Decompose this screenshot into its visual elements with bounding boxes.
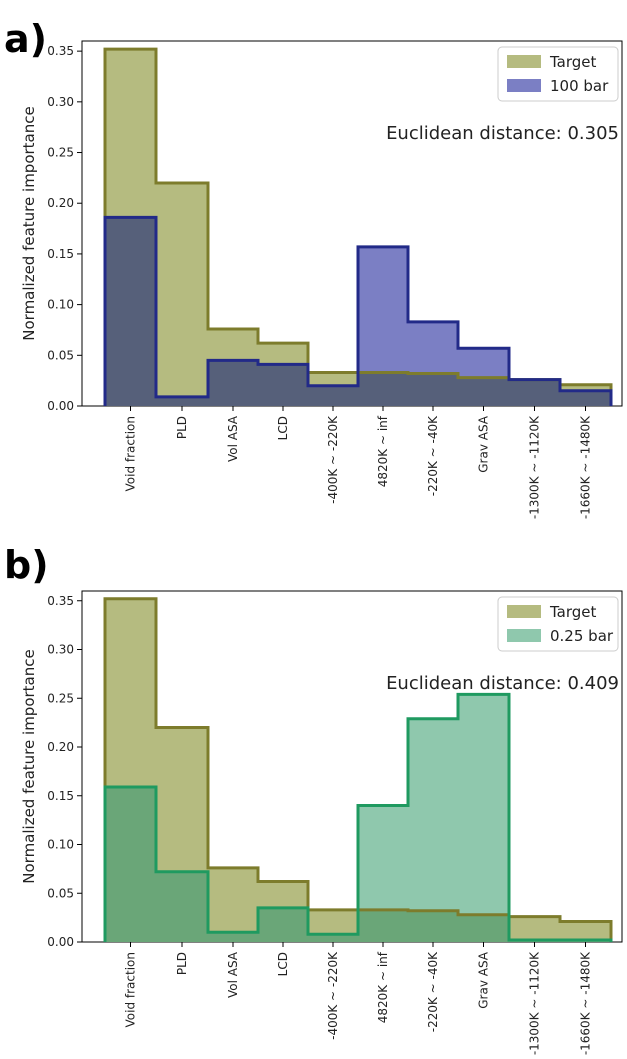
bar-overlap [308,385,358,406]
x-tick-label: Void fraction [124,952,138,1027]
y-tick-label: 0.15 [47,789,74,803]
bar-target [208,867,258,942]
bar-overlap [458,914,509,942]
bar-overlap [105,217,156,406]
x-tick-label: -1300K ~ -1120K [528,415,542,519]
bar-overlap [458,377,509,406]
chart-panel-a: a) 0.00 0.05 0.10 0.15 0.20 0.25 0.30 0.35 Void f… [4,17,623,519]
y-tick-label: 0.15 [47,247,74,261]
x-tick-label: LCD [276,952,290,976]
y-axis-label: Normalized feature importance [20,106,38,340]
bar-target [560,921,611,942]
legend-label: 0.25 bar [550,627,614,645]
y-tick-label: 0.05 [47,348,74,362]
bar-overlap [208,360,258,406]
x-tick-label: Grav ASA [477,951,491,1009]
step-outline-0.25-bar [103,692,613,942]
step-outline-100-bar [103,215,613,406]
bar-overlap [156,396,208,406]
bar-overlap [509,379,560,406]
x-tick-label: Void fraction [124,416,138,491]
legend-swatch [507,55,541,68]
x-tick-label: 4820K ~ inf [376,415,390,487]
distance-annotation: Euclidean distance: 0.409 [386,673,619,694]
bar-target [509,916,560,942]
y-tick-label: 0.20 [47,740,74,754]
x-tick-label: -220K ~ -40K [426,951,440,1032]
x-tick-label: PLD [175,416,189,439]
bar-overlap [358,372,408,406]
x-tick-label: 4820K ~ inf [376,951,390,1023]
bar-overlap [408,910,458,942]
legend: Target 100 bar [497,46,619,102]
x-tick-label: -400K ~ -220K [326,415,340,504]
bar-overlap [358,909,408,942]
x-tick-label: -1660K ~ -1480K [579,951,593,1055]
x-tick-label: PLD [175,952,189,975]
distance-annotation: Euclidean distance: 0.305 [386,123,619,144]
y-tick-label: 0.30 [47,643,74,657]
legend-label: Target [549,53,597,71]
x-tick-label: Vol ASA [226,951,240,998]
y-tick-label: 0.10 [47,298,74,312]
legend-swatch [507,79,541,92]
bar-target [156,182,208,406]
bar-overlap [105,786,156,942]
y-tick-label: 0.25 [47,146,74,160]
y-tick-label: 0.20 [47,196,74,210]
x-tick-label: -400K ~ -220K [326,951,340,1040]
y-tick-label: 0.00 [47,399,74,413]
panel-label: b) [4,543,49,587]
x-tick-label: Vol ASA [226,415,240,462]
bar-0.25-bar [458,694,509,942]
chart-panel-b: b) 0.00 0.05 0.10 0.15 0.20 0.25 0.30 0.35 Void f… [4,543,623,1055]
legend-swatch [507,629,541,642]
bar-overlap [308,934,358,942]
bar-overlap [208,932,258,942]
y-tick-label: 0.25 [47,691,74,705]
x-tick-label: Grav ASA [477,415,491,473]
bar-overlap [408,373,458,406]
legend: Target 0.25 bar [497,596,619,652]
panel-label: a) [4,17,47,61]
bar-overlap [560,390,611,406]
bar-overlap [156,871,208,942]
bar-overlap [258,907,308,942]
y-tick-label: 0.10 [47,838,74,852]
legend-swatch [507,605,541,618]
x-tick-label: -1300K ~ -1120K [528,951,542,1055]
y-tick-label: 0.35 [47,44,74,58]
y-tick-label: 0.35 [47,594,74,608]
y-tick-label: 0.30 [47,95,74,109]
x-tick-label: -1660K ~ -1480K [579,415,593,519]
x-tick-label: LCD [276,416,290,440]
bar-0.25-bar [408,718,458,942]
legend-label: 100 bar [550,77,609,95]
y-tick-label: 0.05 [47,886,74,900]
y-axis-label: Normalized feature importance [20,649,38,883]
legend-label: Target [549,603,597,621]
x-tick-label: -220K ~ -40K [426,415,440,496]
bar-overlap [258,364,308,406]
y-tick-label: 0.00 [47,935,74,949]
